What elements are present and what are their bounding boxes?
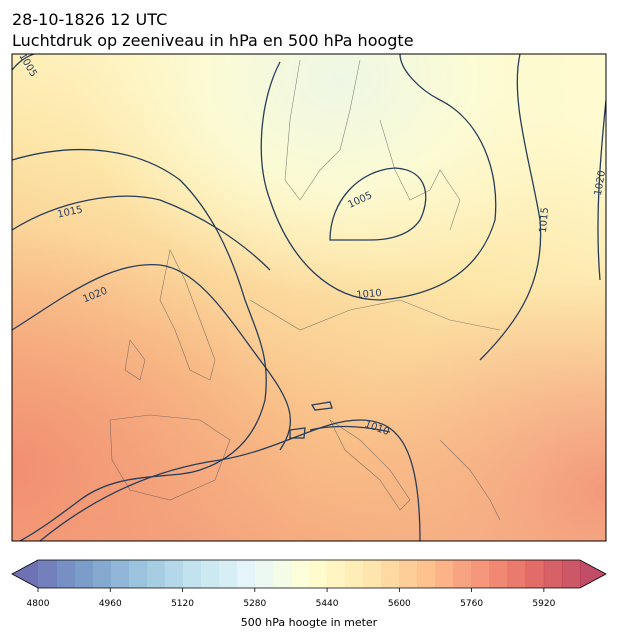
colorbar-tick-label: 5920: [532, 599, 555, 609]
colorbar-swatch: [381, 560, 400, 588]
colorbar-swatch: [56, 560, 75, 588]
colorbar-swatch: [435, 560, 454, 588]
colorbar-extend-high: [580, 560, 606, 588]
colorbar-tick-label: 5600: [388, 599, 411, 609]
colorbar-swatch: [561, 560, 581, 588]
map: 1005 1015 1020 1005 1010 1015 1020 1010: [12, 54, 608, 541]
colorbar-swatch: [345, 560, 364, 588]
colorbar-swatch: [543, 560, 563, 588]
colorbar-label: 500 hPa hoogte in meter: [241, 616, 378, 629]
colorbar-extend-low: [12, 560, 38, 588]
colorbar-swatch: [417, 560, 436, 588]
colorbar-swatch: [453, 560, 472, 588]
colorbar-swatch: [272, 560, 292, 588]
colorbar-swatch: [236, 560, 256, 588]
colorbar-swatch: [471, 560, 490, 588]
map-frame: [11, 53, 607, 542]
colorbar-swatch: [38, 560, 57, 588]
colorbar-tick-label: 5440: [316, 599, 339, 609]
colorbar-swatch: [92, 560, 111, 588]
colorbar-swatch: [74, 560, 93, 588]
colorbar-swatch: [525, 560, 545, 588]
isobars: [12, 54, 606, 541]
colorbar-swatch: [200, 560, 219, 588]
colorbar-tick-label: 5760: [460, 599, 483, 609]
colorbar-tick-label: 4960: [99, 599, 122, 609]
colorbar-swatch: [327, 560, 346, 588]
colorbar-tick-label: 4800: [27, 599, 50, 609]
subtitle: Luchtdruk op zeeniveau in hPa en 500 hPa…: [12, 31, 414, 50]
title: 28-10-1826 12 UTC: [12, 10, 167, 29]
colorbar-tick-label: 5120: [171, 599, 194, 609]
colorbar-tick-label: 5280: [243, 599, 266, 609]
colorbar-swatch: [489, 560, 509, 588]
colorbar-swatch: [399, 560, 418, 588]
colorbar-swatch: [218, 560, 238, 588]
contour-label: 1015: [538, 207, 551, 233]
colorbar-swatch: [128, 560, 147, 588]
contour-label: 1015: [57, 204, 84, 220]
colorbar-swatch: [110, 560, 129, 588]
colorbar-swatch: [146, 560, 165, 588]
contour-label: 1020: [593, 170, 608, 197]
coastlines: [109, 59, 501, 521]
colorbar: 4800 4960 5120 5280 5440 5600 5760 5920: [11, 559, 607, 609]
colorbar-swatch: [363, 560, 382, 588]
colorbar-swatch: [507, 560, 527, 588]
colorbar-swatch: [254, 560, 274, 588]
colorbar-swatch: [182, 560, 201, 588]
colorbar-swatch: [309, 560, 328, 588]
colorbar-swatch: [164, 560, 183, 588]
colorbar-outline: [11, 559, 607, 589]
colorbar-swatch: [290, 560, 310, 588]
contour-label: 1010: [356, 288, 382, 301]
